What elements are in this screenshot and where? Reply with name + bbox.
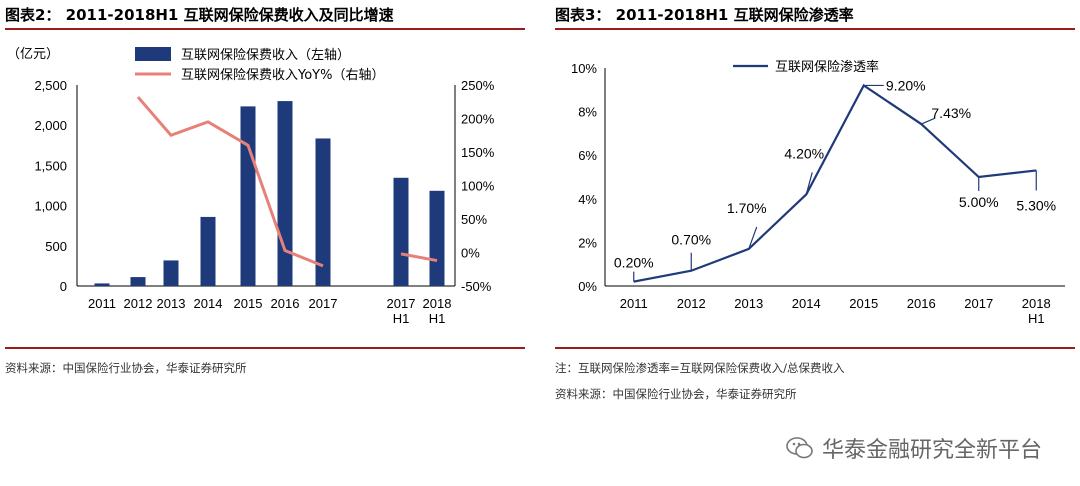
legend-bar-label: 互联网保险保费收入（左轴） (181, 48, 350, 63)
right-y-tick-label: 200% (461, 112, 495, 127)
data-label: 1.70% (727, 200, 767, 216)
left-y-tick-label: 1,000 (34, 199, 67, 214)
x-tick-label: 2014 (194, 296, 223, 311)
y-tick-label: 6% (578, 148, 597, 163)
bar-3 (200, 216, 216, 286)
y-tick-label: 0% (578, 279, 597, 294)
right-y-tick-label: 250% (461, 78, 495, 93)
bar-6 (315, 138, 331, 286)
x-tick-label: 2016 (907, 296, 936, 311)
x-tick-label: 2017 (964, 296, 993, 311)
left-y-tick-label: 2,000 (34, 118, 67, 133)
x-tick-label: 2011 (88, 296, 116, 311)
bar-8 (429, 190, 445, 286)
yoy-line-1 (400, 252, 438, 263)
x-tick-label: 2012 (124, 296, 153, 311)
data-label-leader (805, 172, 813, 195)
legend-bar-swatch (135, 47, 171, 61)
left-bottom-rule (5, 347, 525, 349)
y-tick-label: 2% (578, 235, 597, 250)
data-label: 5.30% (1016, 197, 1056, 213)
bar-2 (163, 260, 179, 286)
data-label: 0.20% (614, 255, 654, 271)
left-y-tick-label: 1,500 (34, 158, 67, 173)
x-tick-label: 2016 (271, 296, 300, 311)
data-label: 9.20% (886, 77, 926, 93)
x-tick-label: H1 (1028, 311, 1045, 326)
y-tick-label: 4% (578, 192, 597, 207)
x-tick-label: 2017 (309, 296, 338, 311)
bar-7 (393, 177, 409, 286)
x-tick-label: 2015 (234, 296, 263, 311)
x-tick-label: H1 (429, 311, 446, 326)
x-tick-label: 2013 (157, 296, 186, 311)
x-tick-label: 2015 (849, 296, 878, 311)
left-y-tick-label: 0 (60, 279, 67, 294)
right-title-rule (555, 28, 1075, 30)
data-label-leader (748, 226, 758, 250)
x-tick-label: 2012 (677, 296, 706, 311)
right-panel: 图表3： 2011-2018H1 互联网保险渗透率 0% 2% 4% 6% 8% 10% 0… (555, 0, 1075, 410)
x-tick-label: 2018 (1022, 296, 1051, 311)
left-chart: （亿元） 0 500 1,000 1,500 2,000 2,500 -50% 0% 50% 100… (7, 47, 495, 326)
legend-label: 互联网保险渗透率 (775, 59, 879, 75)
y-axis-unit-label: （亿元） (7, 47, 59, 62)
x-tick-label: 2011 (620, 296, 648, 311)
right-y-tick-label: 150% (461, 145, 495, 160)
right-y-tick-label: 50% (461, 212, 487, 227)
watermark: 华泰金融研究全新平台 (786, 432, 1042, 464)
data-label: 4.20% (784, 145, 824, 161)
data-label: 0.70% (671, 232, 711, 248)
data-label: 7.43% (931, 105, 971, 121)
right-chart: 0% 2% 4% 6% 8% 10% 0.20% 0.70% 1.70% 4.20% 9.20% 7.… (571, 59, 1065, 326)
bar-5 (277, 101, 293, 286)
bar-0 (94, 283, 110, 286)
bar-1 (130, 277, 146, 286)
right-y-tick-label: -50% (461, 279, 492, 294)
right-figure-title: 图表3： 2011-2018H1 互联网保险渗透率 (555, 6, 854, 24)
x-tick-label: 2018 (423, 296, 452, 311)
data-label: 5.00% (959, 194, 999, 210)
legend-line-label: 互联网保险保费收入YoY%（右轴） (181, 68, 384, 83)
right-y-tick-label: 100% (461, 179, 495, 194)
penetration-line (633, 83, 1037, 283)
bar-4 (240, 106, 256, 286)
left-panel: 图表2： 2011-2018H1 互联网保险保费收入及同比增速 （亿元） 0 500… (5, 0, 525, 380)
yoy-line-0 (136, 96, 324, 268)
left-title-rule (5, 28, 525, 30)
right-source: 资料来源：中国保险行业协会，华泰证券研究所 (555, 387, 797, 401)
right-note: 注：互联网保险渗透率=互联网保险保费收入/总保费收入 (555, 361, 845, 375)
wechat-icon (786, 437, 813, 459)
y-tick-label: 10% (571, 61, 597, 76)
x-tick-label: 2017 (387, 296, 416, 311)
left-y-tick-label: 500 (45, 239, 67, 254)
y-tick-label: 8% (578, 105, 597, 120)
left-y-tick-label: 2,500 (34, 78, 67, 93)
right-bottom-rule (555, 347, 1075, 349)
right-y-tick-label: 0% (461, 246, 480, 261)
watermark-text: 华泰金融研究全新平台 (821, 438, 1042, 463)
left-figure-title: 图表2： 2011-2018H1 互联网保险保费收入及同比增速 (5, 6, 394, 24)
left-source: 资料来源：中国保险行业协会，华泰证券研究所 (5, 361, 247, 375)
x-tick-label: 2013 (734, 296, 763, 311)
data-label-leader (921, 117, 936, 125)
x-tick-label: H1 (393, 311, 410, 326)
x-tick-label: 2014 (792, 296, 821, 311)
